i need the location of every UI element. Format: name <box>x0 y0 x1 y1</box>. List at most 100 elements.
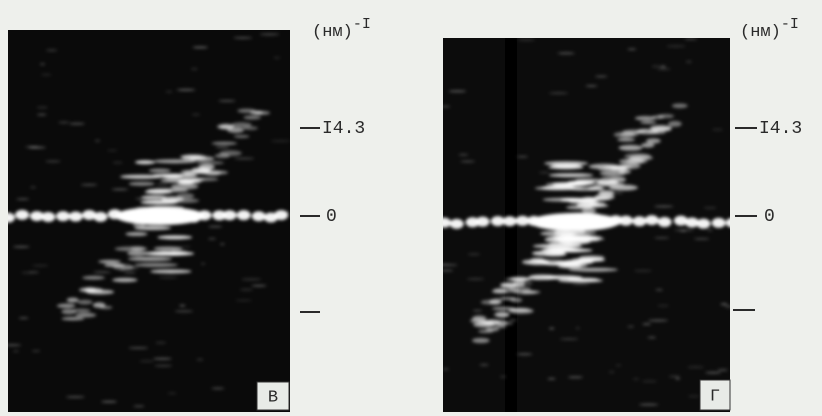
streak <box>251 285 266 287</box>
streak <box>472 338 490 343</box>
streak <box>131 246 146 250</box>
streak <box>237 210 251 220</box>
streak <box>162 252 188 256</box>
streak <box>717 369 728 371</box>
streak <box>552 235 597 239</box>
streak <box>640 121 656 124</box>
streak <box>712 218 726 228</box>
streak <box>660 66 666 68</box>
streak <box>669 375 680 377</box>
tick-label: I4.3 <box>322 119 365 139</box>
streak <box>610 166 627 168</box>
streak <box>62 317 85 320</box>
streak <box>19 317 29 319</box>
streak <box>539 172 550 174</box>
streak <box>627 48 636 50</box>
streak <box>632 216 646 226</box>
streak <box>550 165 582 169</box>
streak <box>712 129 723 131</box>
streak <box>667 45 686 47</box>
streak <box>657 305 669 307</box>
streak <box>496 312 510 317</box>
streak <box>707 229 712 231</box>
streak <box>668 121 682 127</box>
streak <box>552 184 563 186</box>
streak <box>582 208 596 214</box>
streak <box>558 264 582 268</box>
streak <box>212 142 237 145</box>
streak <box>485 319 500 324</box>
streak <box>609 371 615 373</box>
streak <box>517 156 528 158</box>
streak <box>46 49 58 51</box>
streak <box>81 184 97 186</box>
streak <box>41 74 51 76</box>
streak <box>112 278 137 282</box>
streak <box>152 174 197 178</box>
streak <box>124 272 136 274</box>
streak <box>13 350 19 352</box>
streak <box>140 220 188 224</box>
streak <box>208 238 216 240</box>
streak <box>619 216 633 226</box>
streak <box>694 238 709 240</box>
panel-b: В (нм)-I I4.3 0 <box>1 16 371 412</box>
streak <box>113 162 123 164</box>
streak <box>149 169 171 173</box>
streak <box>1 213 15 223</box>
streak <box>134 263 178 267</box>
streak <box>215 146 229 148</box>
streak <box>37 114 47 116</box>
streak <box>125 232 147 236</box>
streak <box>155 365 173 367</box>
streak <box>45 160 60 162</box>
streak <box>500 376 506 378</box>
streak <box>510 298 522 303</box>
streak <box>687 366 704 368</box>
streak <box>655 289 662 291</box>
streak <box>544 252 566 256</box>
streak <box>568 268 617 272</box>
streak <box>658 217 672 227</box>
streak <box>557 52 574 54</box>
streak <box>66 396 85 398</box>
tick-label: 0 <box>326 207 337 227</box>
streak <box>651 65 660 67</box>
streak <box>525 283 532 285</box>
streak <box>121 267 139 269</box>
streak <box>688 395 700 397</box>
streak <box>450 219 464 229</box>
streak <box>171 250 187 252</box>
streak <box>227 127 244 133</box>
streak <box>595 75 607 77</box>
streak <box>143 200 178 204</box>
streak <box>684 38 697 40</box>
streak <box>657 68 670 70</box>
streak <box>676 378 680 380</box>
streak <box>191 68 198 70</box>
streak <box>647 337 656 339</box>
streak <box>567 180 594 184</box>
streak <box>479 364 488 366</box>
streak <box>69 212 83 222</box>
streak <box>32 350 40 352</box>
streak <box>619 145 643 151</box>
streak <box>242 278 262 280</box>
streak <box>197 359 204 361</box>
streak <box>561 198 586 202</box>
streak <box>139 360 154 362</box>
streak <box>3 344 22 346</box>
streak <box>16 198 29 200</box>
streak <box>500 283 526 287</box>
streak <box>58 121 69 123</box>
streak <box>585 85 597 87</box>
streak <box>180 246 191 248</box>
streak <box>243 126 258 130</box>
streak <box>612 192 624 194</box>
streak <box>503 216 517 226</box>
streak <box>560 338 578 340</box>
streak <box>250 111 263 115</box>
streak <box>634 270 652 272</box>
streak <box>440 270 453 272</box>
streak <box>517 353 532 355</box>
